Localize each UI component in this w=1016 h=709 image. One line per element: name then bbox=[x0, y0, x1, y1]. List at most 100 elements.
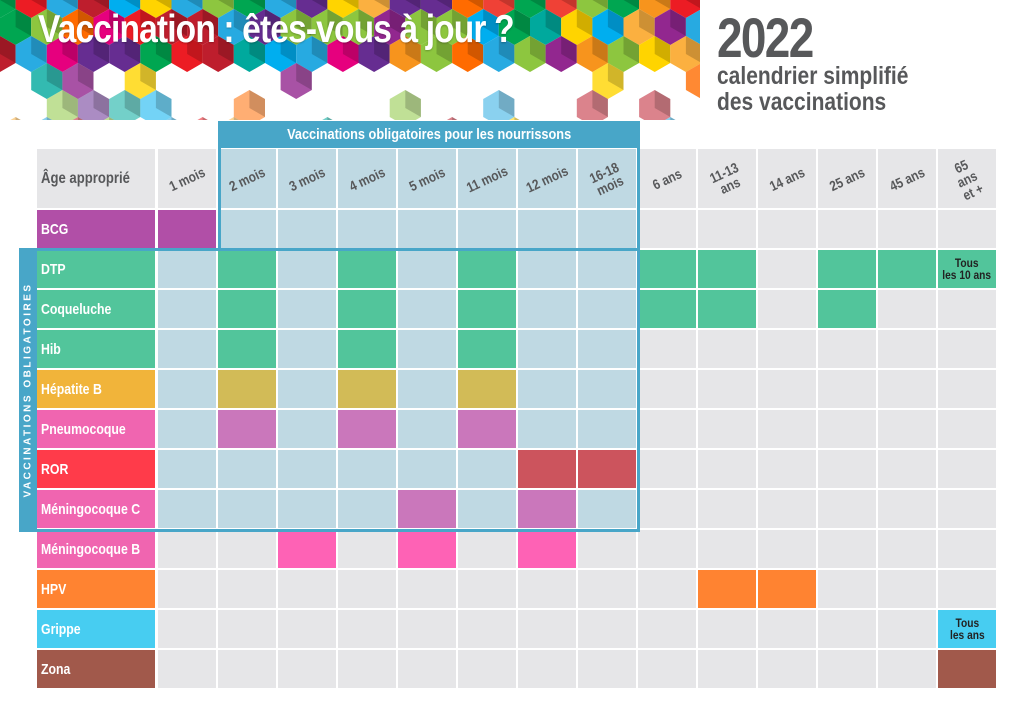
hexagon-tile bbox=[446, 117, 458, 120]
schedule-cell bbox=[938, 330, 996, 368]
hexagon-shade bbox=[654, 90, 671, 117]
schedule-cell bbox=[458, 290, 516, 328]
schedule-cell bbox=[218, 330, 276, 368]
hexagon-shade bbox=[124, 0, 141, 9]
age-header-text: Âge approprié bbox=[41, 169, 130, 187]
schedule-cell bbox=[938, 570, 996, 608]
schedule-note: Tous les ans bbox=[938, 610, 996, 648]
hexagon-tile bbox=[374, 9, 406, 45]
schedule-cell bbox=[638, 610, 696, 648]
schedule-cell bbox=[698, 250, 756, 288]
age-column-header: 1 mois bbox=[158, 149, 216, 208]
hexagon-tile bbox=[389, 90, 421, 120]
schedule-cell bbox=[698, 490, 756, 528]
schedule-cell bbox=[278, 290, 336, 328]
hexagon-shade bbox=[140, 63, 156, 90]
vaccine-label: Coqueluche bbox=[37, 290, 155, 328]
hexagon-shade bbox=[155, 36, 172, 63]
schedule-cell bbox=[758, 570, 816, 608]
hexagon-shade bbox=[405, 36, 421, 63]
hexagon-tile bbox=[124, 9, 156, 45]
schedule-cell bbox=[458, 250, 516, 288]
schedule-cell bbox=[458, 570, 516, 608]
page-title: Vaccination : êtes-vous à jour ? bbox=[38, 8, 515, 51]
hexagon-shade bbox=[109, 117, 115, 120]
hexagon-tile bbox=[296, 36, 328, 72]
hexagon-shade bbox=[670, 9, 686, 36]
hexagon-shade bbox=[233, 9, 250, 36]
schedule-cell bbox=[818, 370, 876, 408]
schedule-cell bbox=[338, 490, 396, 528]
schedule-cell bbox=[578, 570, 636, 608]
schedule-cell bbox=[878, 250, 936, 288]
schedule-cell bbox=[638, 410, 696, 448]
hexagon-shade bbox=[639, 9, 655, 36]
hexagon-tile bbox=[233, 90, 265, 120]
schedule-cell bbox=[878, 290, 936, 328]
schedule-cell bbox=[758, 250, 816, 288]
hexagon-shade bbox=[452, 9, 468, 36]
schedule-cell bbox=[758, 290, 816, 328]
schedule-cell bbox=[158, 370, 216, 408]
hexagon-tile bbox=[665, 117, 676, 120]
schedule-cell bbox=[518, 410, 576, 448]
hexagon-tile bbox=[171, 0, 203, 18]
schedule-cell bbox=[338, 650, 396, 688]
hexagon-shade bbox=[77, 117, 84, 120]
schedule-cell bbox=[518, 610, 576, 648]
hexagon-shade bbox=[405, 90, 421, 117]
schedule-cell bbox=[818, 530, 876, 568]
hexagon-tile bbox=[202, 36, 234, 72]
schedule-cell bbox=[398, 410, 456, 448]
schedule-cell bbox=[758, 450, 816, 488]
hexagon-tile bbox=[322, 117, 333, 120]
hexagon-shade bbox=[576, 9, 593, 36]
schedule-cell bbox=[158, 250, 216, 288]
hexagon-tile bbox=[467, 9, 499, 45]
hexagon-shade bbox=[358, 9, 375, 36]
hexagon-shade bbox=[171, 117, 177, 120]
schedule-cell bbox=[458, 450, 516, 488]
vaccine-name: Hépatite B bbox=[41, 380, 102, 398]
hexagon-shade bbox=[623, 36, 640, 63]
hexagon-tile bbox=[358, 0, 390, 18]
schedule-cell bbox=[578, 290, 636, 328]
age-label: 4 mois bbox=[346, 163, 388, 194]
schedule-cell bbox=[158, 570, 216, 608]
age-label: 3 mois bbox=[286, 163, 328, 194]
schedule-cell bbox=[158, 210, 216, 248]
hexagon-tile bbox=[327, 0, 359, 18]
schedule-cell bbox=[278, 570, 336, 608]
schedule-cell bbox=[878, 610, 936, 648]
hexagon-tile bbox=[623, 9, 655, 45]
schedule-cell bbox=[578, 610, 636, 648]
hexagon-tile bbox=[327, 36, 359, 72]
hexagon-shade bbox=[498, 0, 515, 9]
hexagon-shade bbox=[0, 0, 16, 9]
schedule-cell bbox=[818, 410, 876, 448]
hexagon-shade bbox=[545, 9, 562, 36]
hexagon-shade bbox=[654, 36, 671, 63]
schedule-cell bbox=[458, 610, 516, 648]
hexagon-shade bbox=[93, 0, 110, 9]
hexagon-tile bbox=[592, 63, 624, 99]
schedule-cell bbox=[338, 530, 396, 568]
hexagon-tile bbox=[280, 63, 312, 99]
vaccine-name: ROR bbox=[41, 460, 69, 478]
age-column-header: 6 ans bbox=[638, 149, 696, 208]
vaccine-label: Pneumocoque bbox=[37, 410, 155, 448]
hexagon-tile bbox=[561, 9, 593, 45]
infant-mandatory-banner: Vaccinations obligatoires pour les nourr… bbox=[218, 121, 640, 148]
hexagon-tile bbox=[15, 36, 47, 72]
schedule-cell bbox=[518, 490, 576, 528]
age-column-header: 5 mois bbox=[398, 149, 456, 208]
hexagon-shade bbox=[15, 9, 32, 36]
hexagon-tile bbox=[358, 36, 390, 72]
hexagon-shade bbox=[483, 9, 499, 36]
schedule-cell bbox=[518, 530, 576, 568]
schedule-cell bbox=[698, 290, 756, 328]
schedule-cell bbox=[278, 330, 336, 368]
schedule-cell bbox=[458, 370, 516, 408]
schedule-cell bbox=[758, 650, 816, 688]
age-header: Âge approprié bbox=[37, 149, 155, 208]
